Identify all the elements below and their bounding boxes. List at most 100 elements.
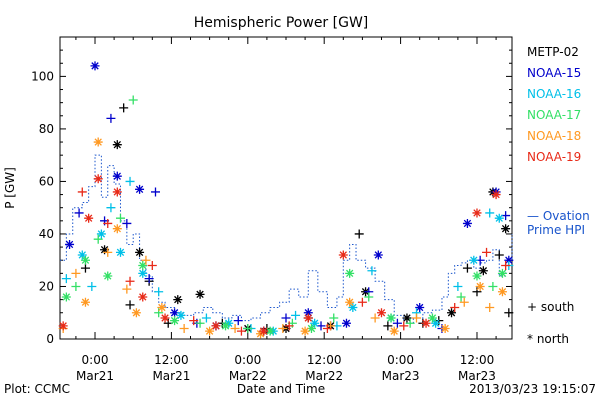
south-marker [103,218,113,228]
data-point [77,250,87,260]
north-marker [447,308,457,318]
x-tick-label-date-4: Mar23 [382,369,420,383]
y-tick-label-100: 100 [31,69,54,83]
legend-ovation-line2: Prime HPI [527,223,585,237]
legend-entry-noaa-17: NOAA-17 [527,108,581,122]
north-marker [497,268,507,278]
north-marker [170,308,180,318]
data-point [469,255,479,265]
data-point [259,326,269,336]
north-marker [221,321,231,331]
south-marker [233,316,243,326]
north-marker [195,289,205,299]
data-point [338,250,348,260]
data-point [354,229,364,239]
south-marker [80,263,90,273]
data-point [61,292,71,302]
data-point [478,266,488,276]
data-point [491,190,501,200]
north-marker [160,313,170,323]
north-marker [176,310,186,320]
south-marker [61,274,71,284]
south-marker [367,266,377,276]
data-point [103,271,113,281]
south-marker [405,318,415,328]
data-point [399,321,409,331]
north-marker [415,302,425,312]
south-marker [364,292,374,302]
axes-layer: 0 20 40 60 80 100 0:00 Mar21 12:00 Mar21 0:00 Mar22… [31,37,512,383]
plot-frame [59,36,513,340]
data-point [80,263,90,273]
y-tick-label-60: 60 [39,174,54,188]
data-point [421,318,431,328]
north-marker [112,224,122,234]
data-point [90,61,100,71]
south-marker [370,313,380,323]
north-marker [472,208,482,218]
south-marker [87,281,97,291]
north-marker [80,297,90,307]
data-point [150,187,160,197]
south-marker [501,260,511,270]
data-point [494,250,504,260]
north-marker [93,174,103,184]
legend-entry-noaa-18: NOAA-18 [527,129,581,143]
data-point [144,274,154,284]
data-point [427,313,437,323]
north-marker [501,224,511,234]
north-marker [300,326,310,336]
data-point [173,295,183,305]
data-point [456,292,466,302]
data-point [392,318,402,328]
data-point [74,208,84,218]
legend-south: + south [527,300,574,314]
data-point [195,289,205,299]
data-point [501,224,511,234]
data-point [112,187,122,197]
north-marker [84,213,94,223]
data-point [306,323,316,333]
south-marker [243,323,253,333]
north-marker [61,292,71,302]
south-marker [106,113,116,123]
data-point [176,310,186,320]
south-marker [122,284,132,294]
north-marker [93,137,103,147]
south-marker [154,308,164,318]
south-marker [450,302,460,312]
south-marker [141,255,151,265]
data-point [389,326,399,336]
south-marker [125,300,135,310]
north-marker [491,190,501,200]
data-point [345,268,355,278]
data-point [170,316,180,326]
south-marker [482,247,492,257]
data-point [119,103,129,113]
legend-entry-metp-02: METP-02 [527,45,579,59]
north-marker [259,326,269,336]
data-point [497,268,507,278]
data-point [154,308,164,318]
south-marker [106,203,116,213]
south-marker [354,229,364,239]
data-point [472,208,482,218]
south-marker [147,260,157,270]
data-point [383,321,393,331]
north-marker [402,313,412,323]
south-marker [71,281,81,291]
north-marker [472,271,482,281]
x-tick-label-date-3: Mar22 [305,369,343,383]
data-point [106,113,116,123]
data-point [402,313,412,323]
data-point [341,318,351,328]
data-point [236,326,246,336]
south-marker [291,310,301,320]
north-marker [138,268,148,278]
data-point [462,218,472,228]
north-marker [469,255,479,265]
north-marker [303,308,313,318]
north-marker [427,313,437,323]
south-marker [93,234,103,244]
